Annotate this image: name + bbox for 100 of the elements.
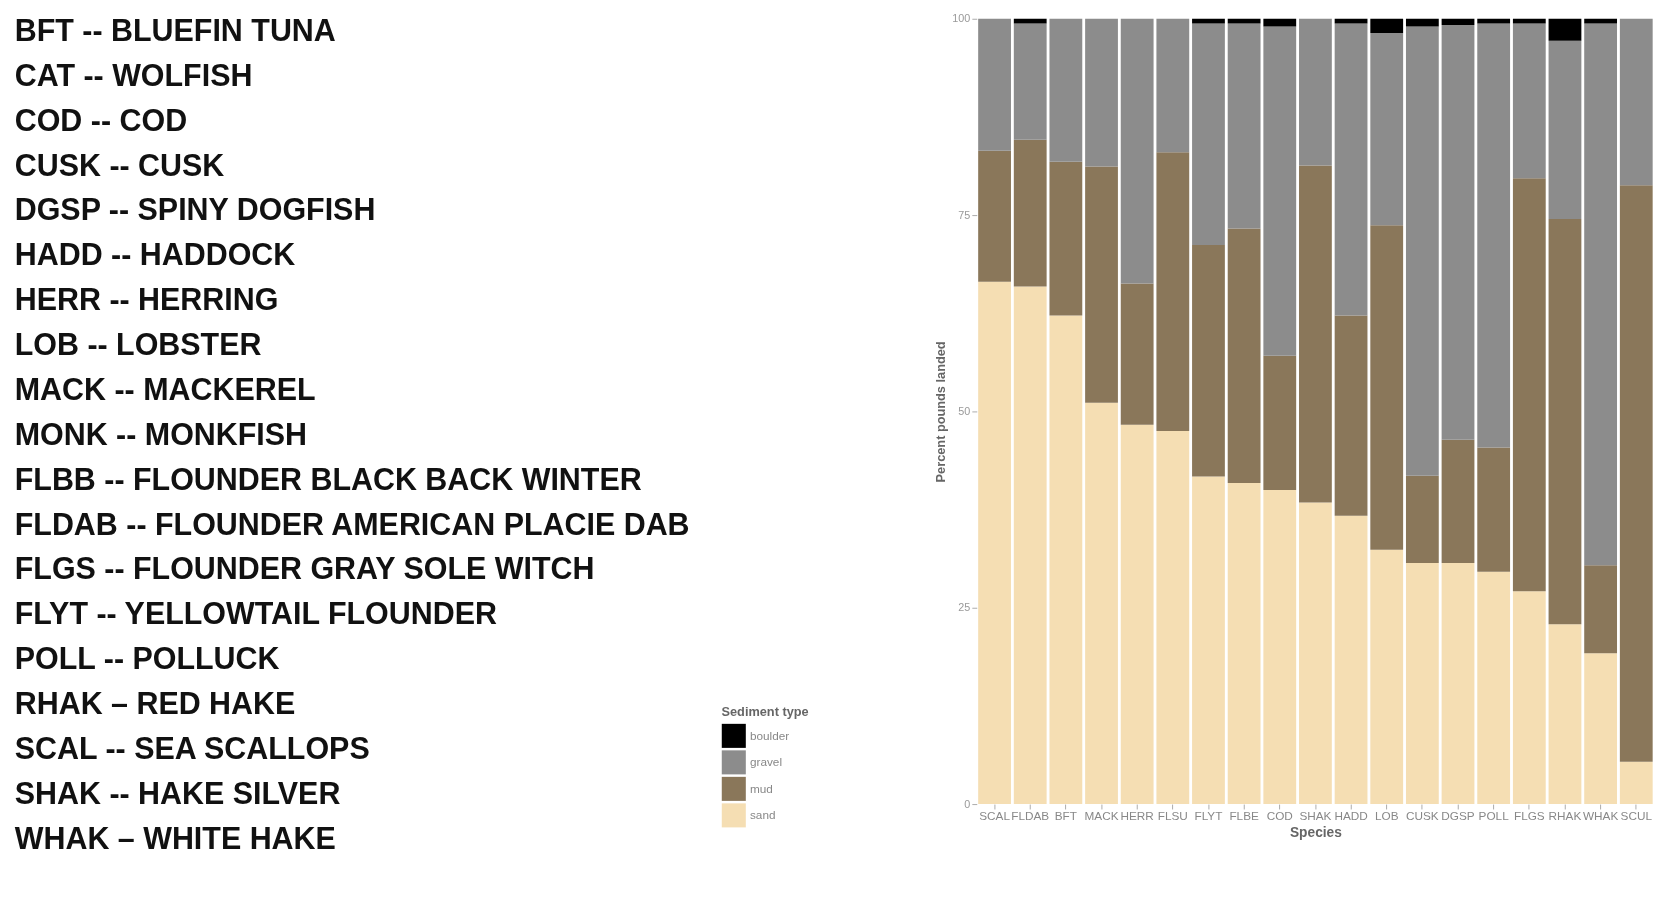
text: FLGS -- FLOUNDER GRAY SOLE WITCH bbox=[14, 551, 595, 586]
y-axis-title: Percent pounds landed bbox=[933, 341, 949, 483]
bar bbox=[1156, 18, 1190, 153]
legend-label: boulder bbox=[749, 728, 790, 742]
bar bbox=[1584, 653, 1618, 805]
legend-label: gravel bbox=[749, 755, 783, 769]
bar bbox=[1192, 476, 1225, 805]
text: DGSP -- SPINY DOGFISH bbox=[14, 192, 376, 227]
text: BFT -- BLUEFIN TUNA bbox=[14, 13, 336, 48]
bar bbox=[1370, 32, 1404, 226]
bar bbox=[1227, 228, 1261, 483]
y-tick-label: 0 bbox=[964, 797, 971, 810]
text: CAT -- WOLFISH bbox=[14, 57, 253, 92]
bar bbox=[1299, 502, 1332, 805]
y-tick-label: 50 bbox=[958, 404, 971, 417]
bar bbox=[1548, 40, 1582, 220]
x-tick-label: FLDAB bbox=[1011, 809, 1050, 823]
text: RHAK – RED HAKE bbox=[14, 685, 296, 720]
y-tick-label: 75 bbox=[958, 208, 971, 221]
bar bbox=[1405, 18, 1439, 27]
text: MONK -- MONKFISH bbox=[14, 416, 308, 451]
bar bbox=[1156, 152, 1190, 432]
text: LOB -- LOBSTER bbox=[14, 327, 262, 362]
x-tick-label: CUSK bbox=[1406, 809, 1439, 823]
legend-label: mud bbox=[749, 781, 773, 795]
bar bbox=[1477, 447, 1511, 572]
bar bbox=[1584, 23, 1618, 566]
bar bbox=[1477, 571, 1511, 805]
x-tick-label: HERR bbox=[1120, 809, 1154, 823]
bar bbox=[1263, 489, 1297, 805]
bar bbox=[1370, 225, 1404, 550]
bar bbox=[1263, 18, 1297, 27]
bar bbox=[1441, 439, 1475, 563]
bar bbox=[1049, 161, 1083, 316]
bar bbox=[1263, 355, 1297, 490]
bar bbox=[1334, 23, 1368, 316]
bar bbox=[1013, 286, 1047, 805]
y-tick-label: 25 bbox=[958, 601, 971, 614]
text: MACK -- MACKEREL bbox=[14, 371, 316, 406]
bar bbox=[1120, 283, 1154, 425]
bar bbox=[1227, 482, 1261, 805]
bar bbox=[1548, 219, 1582, 625]
text: SHAK -- HAKE SILVER bbox=[14, 775, 341, 810]
bar bbox=[1477, 23, 1511, 448]
x-tick-label: RHAK bbox=[1548, 809, 1582, 823]
bar bbox=[1192, 244, 1225, 477]
bar bbox=[1405, 26, 1439, 476]
x-tick-label: SCAL bbox=[979, 809, 1011, 823]
bar bbox=[1619, 761, 1653, 805]
x-tick-label: FLGS bbox=[1513, 809, 1545, 823]
bar bbox=[978, 150, 1011, 282]
x-tick-label: HADD bbox=[1334, 809, 1368, 823]
legend-title: Sediment type bbox=[721, 703, 809, 719]
legend-label: sand bbox=[749, 808, 776, 822]
bar bbox=[1441, 562, 1475, 805]
bar bbox=[1085, 402, 1118, 805]
x-tick-label: BFT bbox=[1054, 809, 1077, 823]
bar bbox=[1405, 562, 1439, 805]
x-tick-label: MACK bbox=[1084, 809, 1119, 823]
text: POLL -- POLLUCK bbox=[14, 641, 280, 676]
y-tick-label: 100 bbox=[952, 12, 971, 25]
bar bbox=[1548, 18, 1582, 41]
bar bbox=[1619, 185, 1653, 762]
bar bbox=[1370, 549, 1404, 805]
bar bbox=[1512, 591, 1546, 805]
bar bbox=[1619, 18, 1653, 186]
x-tick-label: SHAK bbox=[1299, 809, 1332, 823]
bar bbox=[1334, 515, 1368, 805]
bar bbox=[1512, 23, 1546, 179]
bar bbox=[1299, 165, 1332, 503]
bar bbox=[978, 281, 1011, 805]
x-tick-label: FLBE bbox=[1229, 809, 1259, 823]
bar bbox=[1049, 18, 1083, 162]
bar bbox=[1156, 431, 1190, 805]
bar bbox=[1512, 178, 1546, 592]
x-tick-label: POLL bbox=[1478, 809, 1510, 823]
bar bbox=[1120, 18, 1154, 284]
bar bbox=[978, 18, 1011, 151]
text: CUSK -- CUSK bbox=[14, 147, 225, 182]
bar bbox=[1120, 424, 1154, 805]
bar bbox=[1049, 315, 1083, 805]
x-tick-label: WHAK bbox=[1582, 809, 1619, 823]
text: HADD -- HADDOCK bbox=[14, 237, 296, 272]
text: COD -- COD bbox=[14, 102, 188, 137]
x-tick-label: COD bbox=[1266, 809, 1293, 823]
x-tick-label: DGSP bbox=[1441, 809, 1475, 823]
x-tick-label: FLYT bbox=[1194, 809, 1223, 823]
bar bbox=[1085, 166, 1118, 403]
text: FLBB -- FLOUNDER BLACK BACK WINTER bbox=[14, 461, 642, 496]
bar bbox=[1013, 23, 1047, 140]
x-tick-label: SCUL bbox=[1620, 809, 1653, 823]
text: WHAK – WHITE HAKE bbox=[14, 820, 336, 855]
bar bbox=[1584, 565, 1618, 654]
bar bbox=[1013, 139, 1047, 287]
bar bbox=[1548, 624, 1582, 805]
x-tick-label: FLSU bbox=[1157, 809, 1188, 823]
bar bbox=[1405, 475, 1439, 563]
text: FLDAB -- FLOUNDER AMERICAN PLACIE DAB bbox=[14, 506, 690, 541]
bar bbox=[1085, 18, 1118, 167]
bar bbox=[1227, 23, 1261, 229]
